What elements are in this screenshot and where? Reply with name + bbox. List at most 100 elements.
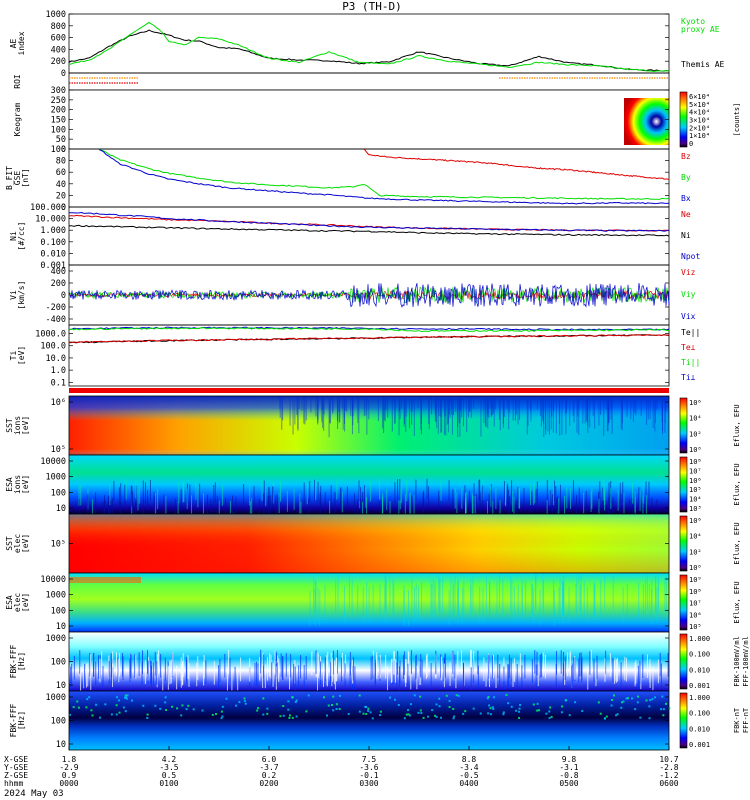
colorbar-tick-label: 3×10⁴ (689, 117, 710, 125)
y-tick-label: 0.100 (40, 238, 66, 248)
y-tick-label: 1000 (46, 473, 66, 483)
colorbar-tick-label: 0.010 (689, 725, 710, 733)
y-tick-label: 0.1 (51, 378, 66, 388)
x-tick-label: 8.8 (462, 755, 477, 764)
x-tick-label: 1.8 (62, 755, 77, 764)
legend-label: Ne (681, 210, 691, 219)
y-axis-label: index (17, 31, 26, 55)
y-tick-label: 10000 (40, 575, 66, 585)
colorbar-label: Eflux, EFU (733, 463, 741, 505)
y-tick-label: 1000 (46, 10, 66, 20)
colorbar-tick-label: 1×10⁴ (689, 132, 710, 140)
y-axis-label: [nT] (21, 168, 30, 187)
colorbar-tick-label: 2×10⁴ (689, 124, 710, 132)
x-tick-label: 0500 (559, 779, 578, 788)
fbk_fff_e-spectrogram (69, 632, 669, 691)
y-tick-label: 1000 (46, 693, 66, 703)
y-tick-label: 100 (51, 488, 66, 498)
y-tick-label: 1000 (46, 591, 66, 601)
y-tick-label: 10 (56, 622, 66, 632)
y-tick-label: 1000 (46, 634, 66, 644)
x-tick-label: 10.7 (659, 755, 678, 764)
panel-keogram: 6×10⁴5×10⁴4×10⁴3×10⁴2×10⁴1×10⁴0[counts]3… (13, 86, 741, 155)
y-axis-label: ions (13, 416, 22, 435)
colorbar-label: FFF-nT (742, 707, 750, 733)
y-tick-label: 0 (61, 291, 66, 301)
y-tick-label: 0.001 (40, 261, 66, 271)
sst_elec-spectrogram (69, 514, 669, 573)
axis-row-label: Y-GSE (4, 763, 28, 772)
legend-label: Viz (681, 268, 696, 277)
legend-label: Te⊥ (681, 343, 696, 352)
series-line (68, 224, 670, 237)
colorbar-tick-label: 10⁰ (689, 446, 702, 454)
legend-label: proxy AE (681, 25, 720, 34)
legend-label: Viy (681, 290, 696, 299)
y-axis-label: FBK-FFF (9, 644, 18, 678)
y-tick-label: 0 (61, 69, 66, 79)
colorbar-tick-label: 10⁵ (689, 623, 702, 631)
y-axis-label: elec (13, 593, 22, 612)
colorbar-tick-label: 5×10⁴ (689, 101, 710, 109)
y-tick-label: -200 (46, 303, 66, 313)
x-tick-label: 0000 (59, 779, 78, 788)
y-tick-label: 100 (51, 145, 66, 155)
sst_ion-colorbar: 10⁶ 10⁴ 10² 10⁰ Eflux, EFU (679, 397, 741, 454)
y-tick-label: 0 (61, 145, 66, 155)
legend-label: Themis AE (681, 60, 725, 69)
y-axis-label: AE (9, 39, 18, 49)
y-tick-label: 10000 (40, 457, 66, 467)
y-axis-label: elec (13, 534, 22, 553)
colorbar-label: [counts] (733, 103, 741, 137)
y-axis-label: [eV] (21, 593, 30, 612)
y-tick-label: 400 (51, 267, 66, 277)
colorbar-label: Eflux, EFU (733, 581, 741, 623)
y-tick-label: 1.0 (51, 366, 66, 376)
y-tick-label: 100 (51, 606, 66, 616)
colorbar-tick-label: 1.000 (689, 694, 710, 702)
x-tick-label: 6.0 (262, 755, 277, 764)
esa_elec-spectrogram (69, 573, 669, 632)
y-tick-label: 20 (56, 191, 66, 201)
colorbar-tick-label: 10² (689, 430, 702, 438)
series-line (363, 148, 670, 180)
y-tick-label: 1.000 (40, 226, 66, 236)
y-tick-label: 10 (56, 681, 66, 691)
y-axis-label: [Hz] (17, 711, 26, 730)
x-tick-label: -3.4 (459, 763, 478, 772)
y-tick-label: 10 (56, 740, 66, 750)
colorbar-tick-label: 10⁵ (689, 486, 702, 494)
y-axis-label: [Hz] (17, 652, 26, 671)
x-tick-label: 0600 (659, 779, 678, 788)
ni-frame (68, 206, 670, 266)
x-tick-label: 0100 (159, 779, 178, 788)
y-axis-label: [#/cc] (17, 222, 26, 251)
esa_elec-colorbar: 10⁹ 10⁸ 10⁷ 10⁶ 10⁵ Eflux, EFU (679, 574, 741, 631)
y-axis-label: ESA (5, 595, 14, 610)
legend-label: Te|| (681, 328, 700, 337)
legend-label: Ti|| (681, 358, 700, 367)
x-tick-label: -2.8 (659, 763, 678, 772)
colorbar-label: Eflux, EFU (733, 404, 741, 446)
x-tick-label: -3.6 (359, 763, 378, 772)
y-tick-label: 400 (51, 45, 66, 55)
y-axis-label: SST (5, 418, 14, 433)
panel-sst_elec: 10⁶ 10⁴ 10² 10⁰ Eflux, EFU 10⁵ SST elec [eV] (5, 513, 741, 574)
colorbar-tick-label: 10⁷ (689, 600, 702, 608)
y-axis-label: FBK-FFF (9, 703, 18, 737)
colorbar-label: Eflux, EFU (733, 522, 741, 564)
fbk_fff_b-colorbar: 1.000 0.100 0.010 0.001 FBK-nT FFF-nT (679, 692, 750, 749)
y-tick-label: 10 (56, 504, 66, 514)
sst_elec-colorbar: 10⁶ 10⁴ 10² 10⁰ Eflux, EFU (679, 515, 741, 572)
colorbar-tick-label: 0 (689, 140, 693, 148)
red-flag-bar (69, 388, 669, 393)
legend-label: Bz (681, 152, 691, 161)
colorbar-tick-label: 6×10⁴ (689, 93, 710, 101)
keogram-image (624, 98, 669, 145)
x-tick-label: 0200 (259, 779, 278, 788)
panel-fbk_fff_b: 1.000 0.100 0.010 0.001 FBK-nT FFF-nT 1000 100 1… (9, 690, 750, 751)
y-axis-label: Keogram (13, 102, 22, 136)
